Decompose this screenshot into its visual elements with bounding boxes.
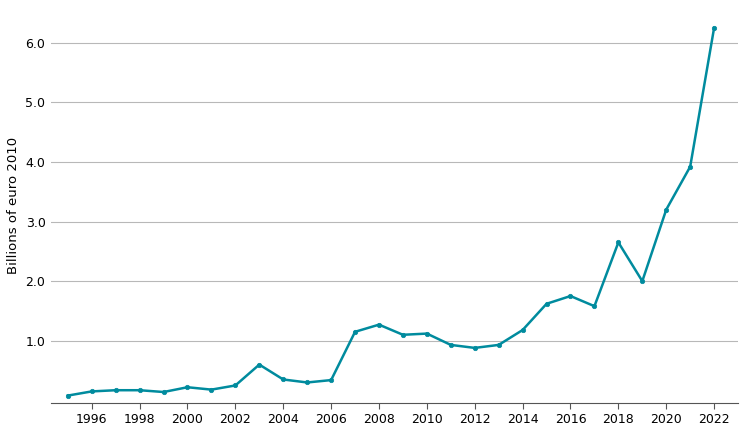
Y-axis label: Billions of euro 2010: Billions of euro 2010 [7, 136, 20, 274]
